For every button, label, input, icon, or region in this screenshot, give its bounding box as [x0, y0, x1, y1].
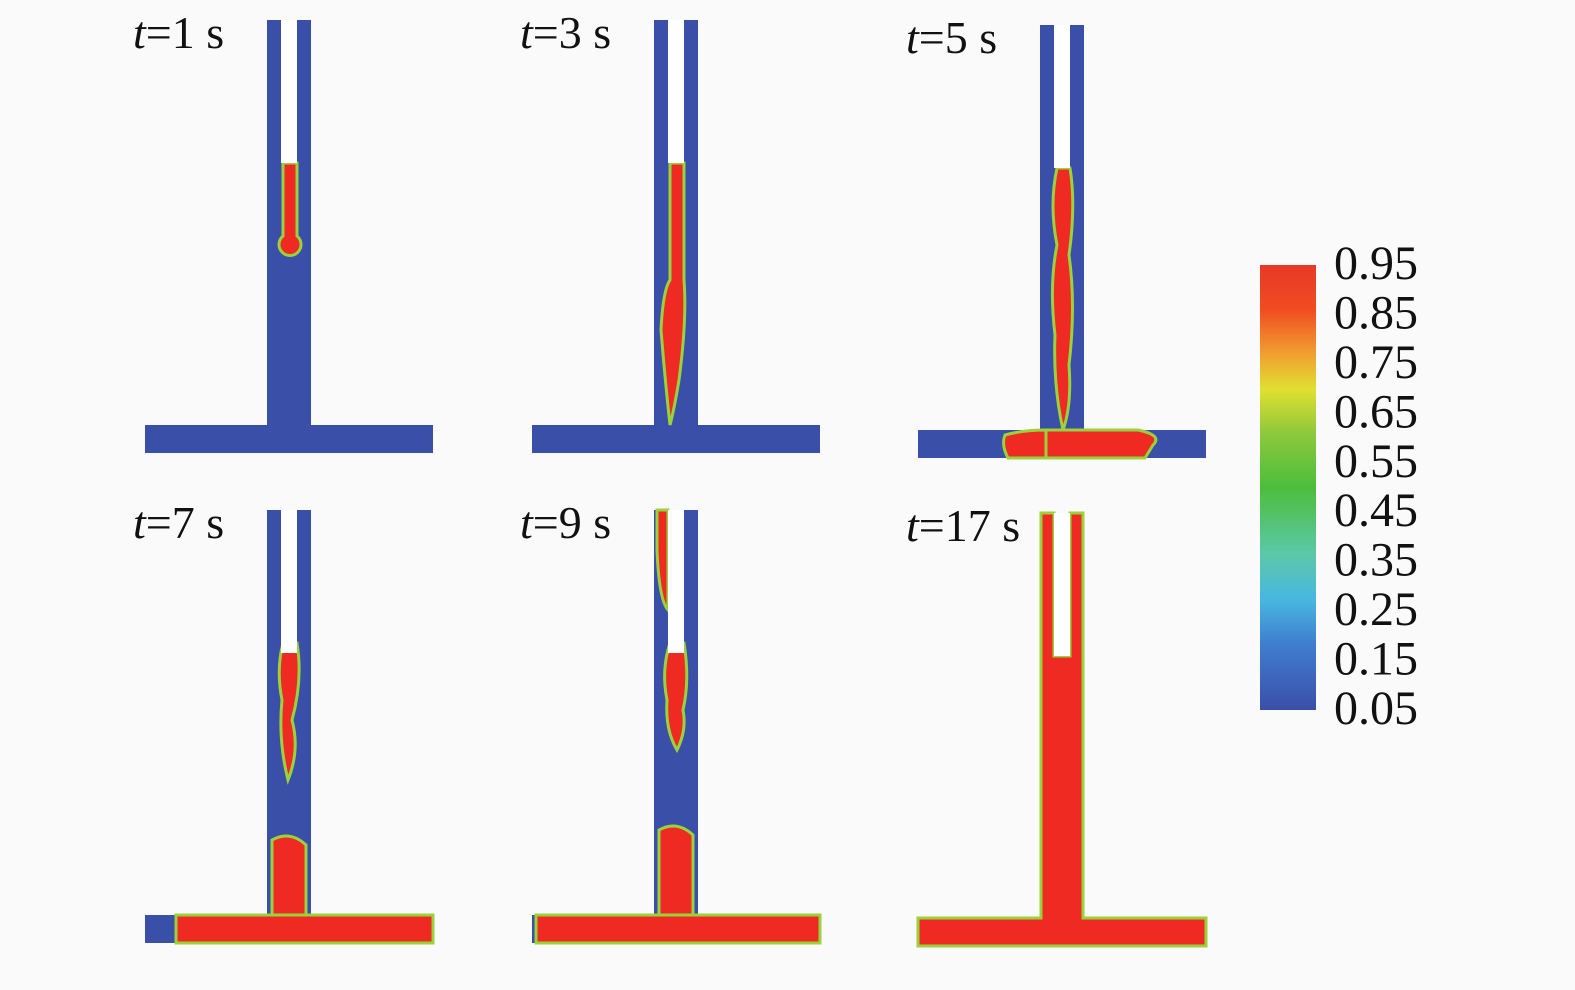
colorbar-tick-label: 0.75 — [1334, 336, 1418, 389]
colorbar-tick-label: 0.15 — [1334, 633, 1418, 686]
phase-region — [1044, 428, 1158, 460]
colorbar-tick-label: 0.65 — [1334, 385, 1418, 438]
phase-region — [655, 508, 670, 614]
time-value: =7 s — [146, 497, 224, 548]
panel: t=17 s — [906, 500, 1208, 948]
phase-region — [659, 161, 687, 426]
phase-region — [1050, 166, 1075, 436]
colorbar-tick-label: 0.45 — [1334, 484, 1418, 537]
time-value: =3 s — [533, 7, 611, 58]
time-label: t=9 s — [520, 497, 611, 548]
colorbar-tick-label: 0.05 — [1334, 682, 1418, 735]
panel: t=9 s — [520, 497, 822, 945]
time-symbol: t — [906, 12, 920, 63]
time-value: =1 s — [146, 7, 224, 58]
inner-tube — [668, 510, 684, 653]
colorbar-tick-label: 0.85 — [1334, 286, 1418, 339]
time-value: =9 s — [533, 497, 611, 548]
phase-region — [534, 913, 822, 945]
time-value: =5 s — [919, 12, 997, 63]
inner-tube — [281, 510, 297, 653]
phase-region — [270, 834, 308, 917]
panel: t=3 s — [520, 7, 820, 453]
time-symbol: t — [133, 497, 147, 548]
phase-region — [174, 913, 435, 945]
time-label: t=17 s — [906, 500, 1020, 551]
panels: t=1 s t=3 s t=5 st=7 s t=9 s t=17 s — [133, 7, 1208, 948]
colorbar — [1260, 265, 1316, 710]
time-label: t=1 s — [133, 7, 224, 58]
inner-tube — [281, 20, 297, 163]
inner-tube — [1054, 25, 1070, 168]
phase-region — [277, 641, 301, 785]
phase-region — [657, 824, 695, 917]
time-symbol: t — [520, 7, 534, 58]
phase-region — [277, 161, 303, 257]
panel: t=1 s — [133, 7, 433, 453]
time-value: =17 s — [919, 500, 1020, 551]
time-symbol: t — [520, 497, 534, 548]
time-label: t=7 s — [133, 497, 224, 548]
time-symbol: t — [906, 500, 920, 551]
colorbar-ticks: 0.950.850.750.650.550.450.350.250.150.05 — [1334, 237, 1418, 735]
phase-region — [1002, 428, 1048, 460]
colorbar-tick-label: 0.55 — [1334, 435, 1418, 488]
colorbar-tick-label: 0.35 — [1334, 534, 1418, 587]
panel: t=7 s — [133, 497, 435, 945]
inner-tube — [668, 20, 684, 163]
time-label: t=3 s — [520, 7, 611, 58]
inner-tube — [1054, 513, 1070, 656]
panel: t=5 s — [906, 12, 1206, 460]
time-symbol: t — [133, 7, 147, 58]
colorbar-tick-label: 0.95 — [1334, 237, 1418, 290]
colorbar-tick-label: 0.25 — [1334, 583, 1418, 636]
time-label: t=5 s — [906, 12, 997, 63]
phase-region — [663, 641, 689, 754]
